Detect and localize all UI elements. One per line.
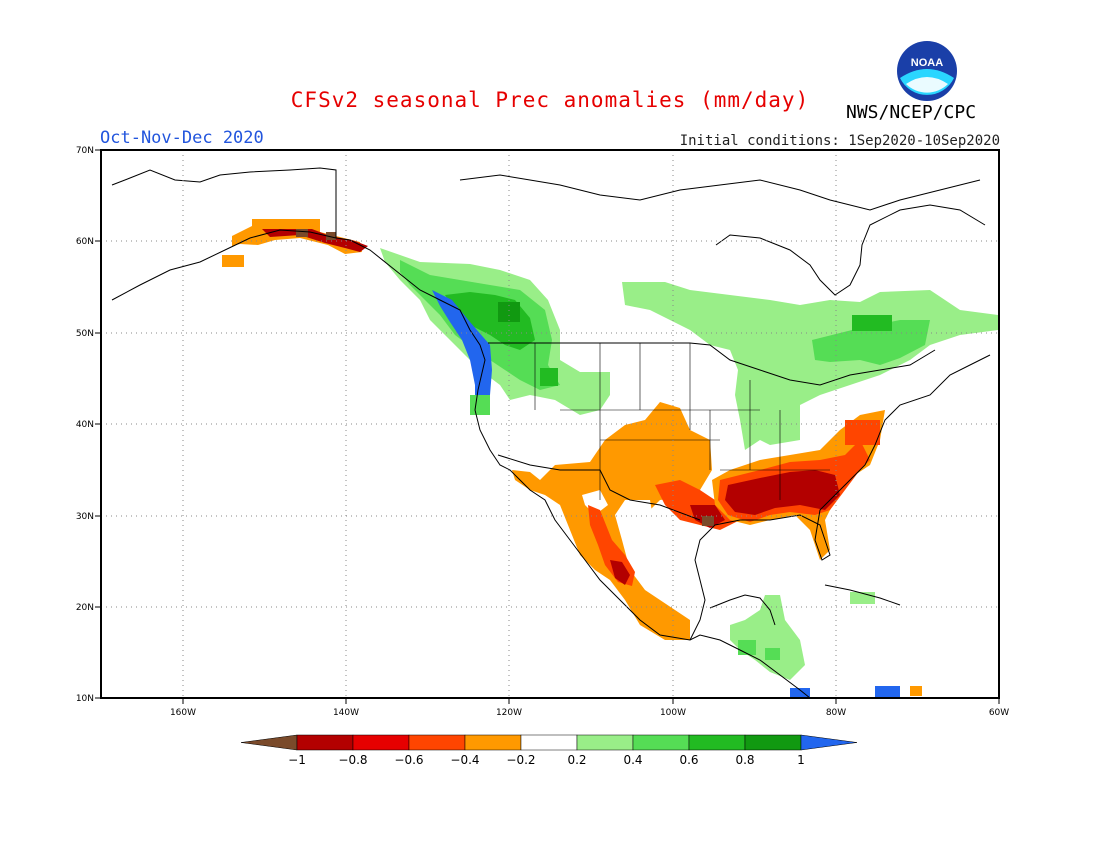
legend-label: 0.8 (735, 753, 754, 767)
legend-swatch (296, 734, 354, 751)
anomaly-caribbean-blue (875, 686, 900, 698)
map-title: CFSv2 seasonal Prec anomalies (mm/day) (290, 88, 810, 112)
hudson-bay (715, 204, 986, 296)
lon-tick-label: 160W (170, 708, 196, 718)
legend-swatch (408, 734, 466, 751)
noaa-logo: NOAA (896, 40, 958, 102)
lon-tick-label: 120W (496, 708, 522, 718)
alaska-south (111, 229, 337, 301)
anomaly-west-mexico-darkred (610, 560, 630, 585)
anomaly-central-america (730, 595, 805, 680)
color-legend: −1 −0.8 −0.6 −0.4 −0.2 0.2 0.4 0.6 0.8 1 (240, 734, 858, 767)
lon-tick-label: 100W (660, 708, 686, 718)
legend-label: −1 (288, 753, 306, 767)
legend-label: −0.4 (450, 753, 479, 767)
legend-label: −0.8 (338, 753, 367, 767)
anomaly-alaska-kenai (222, 255, 244, 267)
legend-swatch (632, 734, 690, 751)
initial-conditions-label: Initial conditions: 1Sep2020-10Sep2020 (679, 133, 1000, 149)
anomaly-mexico-white-3 (655, 535, 680, 585)
yucatan (709, 594, 776, 626)
legend-swatch (688, 734, 746, 751)
anomaly-alaska-panhandle (262, 229, 368, 252)
lat-tick-label: 10N (76, 694, 94, 704)
legend-label: 0.4 (623, 753, 642, 767)
anomaly-texas-brown (702, 516, 714, 526)
legend-label: 0.6 (679, 753, 698, 767)
lat-tick-label: 70N (76, 146, 94, 156)
gulf-coast (689, 354, 991, 641)
legend-arrow-high (800, 734, 858, 751)
legend-label: −0.6 (394, 753, 423, 767)
lat-tick-label: 20N (76, 603, 94, 613)
lat-tick-label: 40N (76, 420, 94, 430)
anomaly-southwest-dry (512, 402, 712, 640)
legend-arrow-low (240, 734, 298, 751)
legend-swatch (464, 734, 522, 751)
lon-tick-label: 140W (333, 708, 359, 718)
legend-label: −0.2 (506, 753, 535, 767)
anomaly-pnw-coast (432, 290, 492, 410)
cuba (824, 584, 901, 606)
lon-tick-label: 60W (989, 708, 1009, 718)
alaska-coast (111, 167, 811, 698)
arctic-islands (459, 174, 981, 211)
anomaly-central-america-mid (738, 640, 756, 655)
lon-tick-label: 80W (826, 708, 846, 718)
lat-tick-label: 50N (76, 329, 94, 339)
logo-text: NOAA (911, 57, 943, 69)
season-label: Oct-Nov-Dec 2020 (100, 128, 264, 148)
legend-swatch (520, 734, 578, 751)
anomaly-mexico-inner-white (615, 500, 655, 580)
lat-tick-label: 30N (76, 512, 94, 522)
legend-swatch (744, 734, 802, 751)
legend-label: 0.2 (567, 753, 586, 767)
agency-label: NWS/NCEP/CPC (846, 102, 977, 123)
anomaly-bc-wet-darkest (498, 302, 520, 322)
anomaly-carolina-red (845, 420, 880, 445)
ticks (95, 149, 1000, 704)
us-canada-border (488, 342, 936, 386)
legend-label: 1 (797, 753, 805, 767)
anomaly-pnw-coast-green (470, 395, 490, 415)
coastlines (111, 167, 991, 698)
anomaly-shading (222, 219, 998, 698)
anomaly-panama-blue (790, 688, 810, 698)
us-mexico-border (497, 454, 701, 521)
anomaly-southeast-darkred (725, 470, 840, 515)
anomaly-mexico-white-2 (582, 490, 608, 515)
legend-swatch (352, 734, 410, 751)
anomaly-bc-wet-darkest-2 (540, 368, 558, 386)
anomaly-quebec-dark (852, 315, 892, 331)
anomaly-quebec-mid (812, 320, 930, 365)
legend-swatch (576, 734, 634, 751)
anomaly-central-america-mid-2 (765, 648, 780, 660)
anomaly-alaska-brown (296, 229, 308, 237)
anomaly-alaska-brown-2 (326, 232, 336, 240)
state-lines (534, 343, 830, 500)
anomaly-caribbean-orange (910, 686, 922, 696)
lat-tick-label: 60N (76, 237, 94, 247)
